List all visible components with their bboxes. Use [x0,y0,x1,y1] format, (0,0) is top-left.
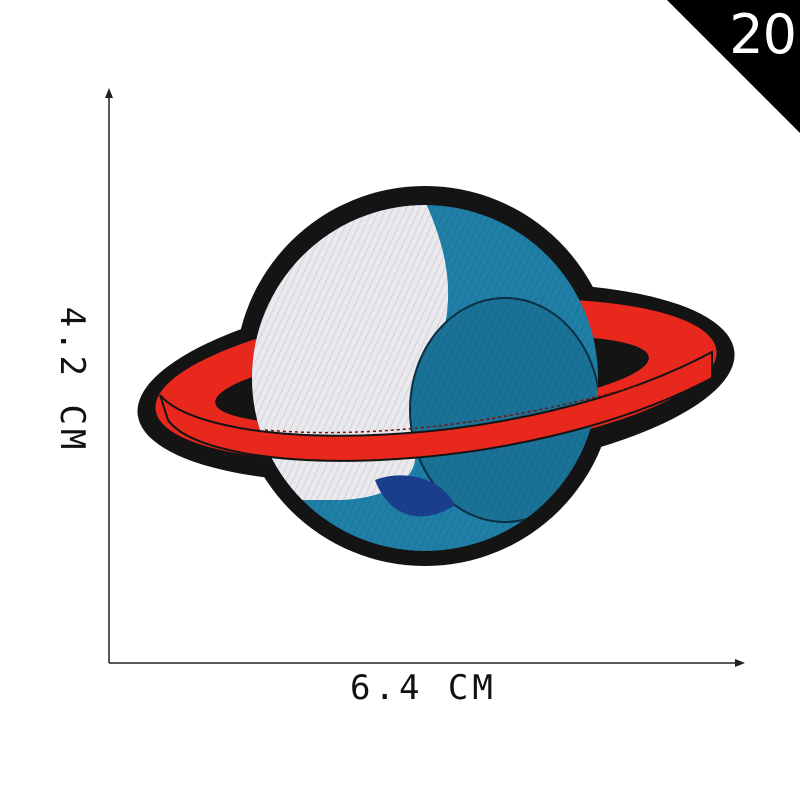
corner-number-badge: 20 [667,0,800,133]
ring-front [159,350,713,462]
horizontal-axis-arrowhead [735,659,745,667]
planet-body [252,205,598,551]
vertical-axis-arrowhead [105,88,113,98]
badge-number-text: 20 [729,3,797,66]
width-dimension-label: 6.4 CM [350,668,497,708]
